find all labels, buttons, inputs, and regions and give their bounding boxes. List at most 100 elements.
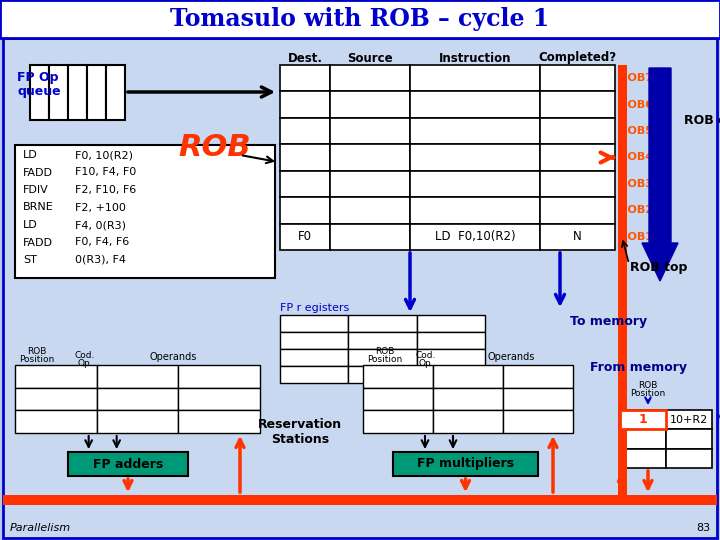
- Bar: [15, 365, 96, 388]
- Bar: [15, 410, 96, 433]
- Bar: [96, 388, 179, 410]
- Text: ROB end: ROB end: [684, 113, 720, 126]
- Bar: [348, 315, 417, 332]
- Text: ROB: ROB: [179, 133, 251, 163]
- Text: Op.: Op.: [418, 359, 434, 368]
- Bar: [179, 365, 260, 388]
- Text: 83: 83: [696, 523, 710, 533]
- Bar: [433, 388, 503, 410]
- Bar: [540, 65, 615, 91]
- Bar: [666, 429, 712, 449]
- Text: LD  F0,10(R2): LD F0,10(R2): [435, 230, 516, 244]
- Bar: [330, 171, 410, 197]
- Bar: [540, 197, 615, 224]
- Bar: [540, 118, 615, 144]
- Bar: [280, 332, 348, 349]
- Bar: [433, 365, 503, 388]
- Bar: [330, 118, 410, 144]
- Bar: [330, 65, 410, 91]
- Text: ROB top: ROB top: [630, 260, 688, 273]
- Text: F0, F4, F6: F0, F4, F6: [75, 238, 130, 247]
- Bar: [68, 452, 188, 476]
- Bar: [618, 65, 627, 500]
- Bar: [68, 65, 87, 120]
- Text: 0(R3), F4: 0(R3), F4: [75, 255, 126, 265]
- Text: ROB7: ROB7: [619, 73, 653, 83]
- Bar: [280, 65, 330, 91]
- Bar: [410, 91, 540, 118]
- Bar: [540, 144, 615, 171]
- Text: ST: ST: [23, 255, 37, 265]
- Text: BRNE: BRNE: [23, 202, 54, 213]
- Bar: [363, 410, 433, 433]
- Bar: [393, 452, 538, 476]
- Bar: [433, 410, 503, 433]
- Text: LD: LD: [23, 220, 37, 230]
- Text: Instruction: Instruction: [438, 51, 511, 64]
- Bar: [666, 410, 712, 429]
- Text: F4, 0(R3): F4, 0(R3): [75, 220, 126, 230]
- Bar: [410, 65, 540, 91]
- Bar: [620, 429, 666, 449]
- Bar: [49, 65, 68, 120]
- Text: FADD: FADD: [23, 238, 53, 247]
- Text: Cod.: Cod.: [416, 350, 436, 360]
- Text: Completed?: Completed?: [539, 51, 616, 64]
- Bar: [330, 91, 410, 118]
- Text: Source: Source: [347, 51, 393, 64]
- Text: F10, F4, F0: F10, F4, F0: [75, 167, 136, 178]
- Text: FP Op: FP Op: [17, 71, 58, 84]
- Bar: [503, 388, 573, 410]
- Bar: [620, 410, 666, 429]
- Text: ROB1: ROB1: [619, 232, 653, 242]
- Bar: [348, 366, 417, 383]
- Text: LD: LD: [23, 150, 37, 160]
- Bar: [410, 118, 540, 144]
- Text: Operands: Operands: [149, 352, 197, 362]
- Bar: [280, 144, 330, 171]
- Bar: [15, 388, 96, 410]
- Text: Dest.: Dest.: [287, 51, 323, 64]
- Bar: [410, 144, 540, 171]
- Text: To memory: To memory: [570, 315, 647, 328]
- Bar: [363, 388, 433, 410]
- Text: F0, 10(R2): F0, 10(R2): [75, 150, 133, 160]
- Bar: [280, 315, 348, 332]
- Bar: [410, 224, 540, 250]
- Text: ROB: ROB: [375, 347, 395, 355]
- Bar: [417, 349, 485, 366]
- Bar: [620, 449, 666, 468]
- Bar: [280, 224, 330, 250]
- Text: Position: Position: [367, 354, 402, 363]
- Bar: [330, 224, 410, 250]
- Bar: [280, 171, 330, 197]
- Text: ROB4: ROB4: [619, 152, 653, 163]
- Text: ROB: ROB: [639, 381, 657, 389]
- Bar: [0, 0, 720, 38]
- Text: N: N: [573, 230, 582, 244]
- Bar: [280, 118, 330, 144]
- Text: ROB5: ROB5: [619, 126, 653, 136]
- Bar: [417, 332, 485, 349]
- Text: From memory: From memory: [590, 361, 687, 375]
- Bar: [87, 65, 106, 120]
- Text: Operands: Operands: [487, 352, 535, 362]
- Text: Cod.: Cod.: [75, 350, 95, 360]
- Text: ROB6: ROB6: [619, 100, 653, 110]
- Bar: [417, 315, 485, 332]
- Bar: [330, 144, 410, 171]
- Bar: [410, 171, 540, 197]
- Bar: [620, 410, 666, 429]
- Bar: [348, 332, 417, 349]
- Text: Position: Position: [19, 354, 55, 363]
- Text: Parallelism: Parallelism: [10, 523, 71, 533]
- Text: F2, +100: F2, +100: [75, 202, 126, 213]
- Bar: [540, 91, 615, 118]
- Bar: [96, 365, 179, 388]
- Bar: [280, 91, 330, 118]
- Bar: [503, 365, 573, 388]
- Text: FP multipliers: FP multipliers: [417, 457, 514, 470]
- Bar: [417, 366, 485, 383]
- Bar: [30, 65, 49, 120]
- Bar: [363, 365, 433, 388]
